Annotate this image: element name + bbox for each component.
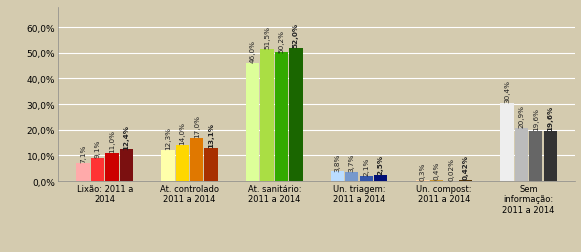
Bar	[544, 131, 557, 181]
Bar	[260, 50, 274, 181]
Text: 0,42%: 0,42%	[462, 155, 468, 180]
Text: 9,1%: 9,1%	[95, 139, 101, 158]
Bar	[162, 150, 174, 181]
Text: 7,1%: 7,1%	[80, 144, 86, 163]
Bar	[430, 180, 443, 181]
Text: 52,0%: 52,0%	[293, 23, 299, 48]
Bar	[120, 150, 133, 181]
Bar	[289, 48, 303, 181]
Bar	[246, 64, 259, 181]
Bar	[205, 148, 218, 181]
Bar	[360, 176, 373, 181]
Text: 2,1%: 2,1%	[363, 157, 370, 175]
Text: 14,0%: 14,0%	[180, 122, 185, 145]
Bar	[459, 180, 472, 181]
Text: 11,0%: 11,0%	[109, 130, 115, 152]
Bar	[515, 128, 528, 181]
Bar	[374, 175, 388, 181]
Text: 30,4%: 30,4%	[504, 80, 510, 103]
Text: 51,5%: 51,5%	[264, 26, 270, 49]
Text: 19,6%: 19,6%	[547, 105, 553, 131]
Text: 3,8%: 3,8%	[335, 153, 340, 171]
Text: 17,0%: 17,0%	[193, 114, 200, 137]
Text: 13,1%: 13,1%	[208, 122, 214, 147]
Text: 20,9%: 20,9%	[518, 104, 525, 127]
Bar	[91, 158, 104, 181]
Text: 12,4%: 12,4%	[123, 124, 130, 149]
Text: 0,02%: 0,02%	[448, 158, 454, 181]
Bar	[105, 153, 119, 181]
Bar	[77, 163, 89, 181]
Bar	[529, 131, 543, 181]
Bar	[275, 53, 288, 181]
Text: 0,3%: 0,3%	[419, 162, 425, 180]
Text: 50,2%: 50,2%	[278, 29, 285, 52]
Bar	[190, 138, 203, 181]
Text: 2,5%: 2,5%	[378, 154, 383, 174]
Bar	[175, 146, 189, 181]
Text: 0,4%: 0,4%	[433, 161, 440, 180]
Bar	[500, 104, 514, 181]
Bar	[345, 172, 358, 181]
Text: 3,7%: 3,7%	[349, 153, 355, 171]
Text: 19,6%: 19,6%	[533, 108, 539, 131]
Bar	[331, 172, 344, 181]
Text: 46,0%: 46,0%	[250, 40, 256, 63]
Text: 12,3%: 12,3%	[165, 126, 171, 149]
